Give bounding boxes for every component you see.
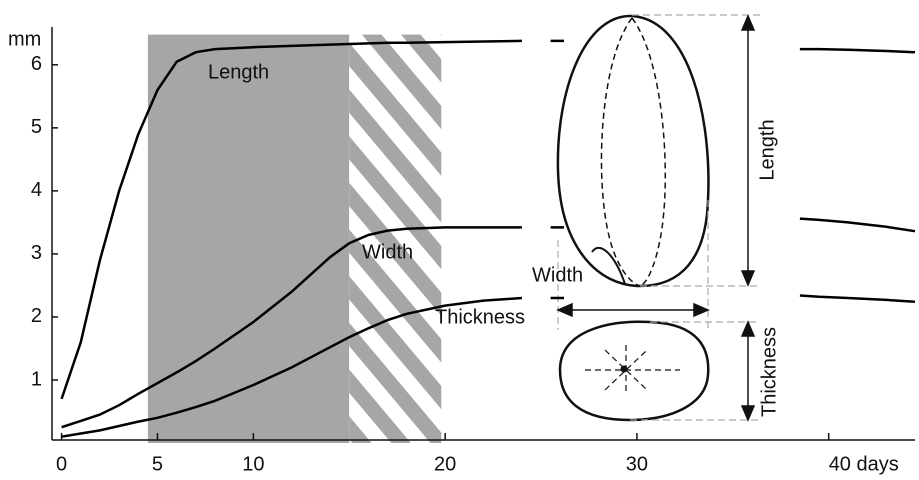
y-tick-label: 3 <box>31 242 42 264</box>
series-label: Length <box>208 61 269 83</box>
x-tick-label: 5 <box>152 453 163 475</box>
x-tick-label: 10 <box>242 453 264 475</box>
y-tick-label: 2 <box>31 305 42 327</box>
series-label: Width <box>362 241 413 263</box>
series-line <box>60 39 916 400</box>
y-unit-label: mm <box>8 28 41 50</box>
series-label: Thickness <box>435 306 525 328</box>
series-line <box>61 294 916 438</box>
y-tick-label: 1 <box>31 368 42 390</box>
shaded-region <box>349 34 442 444</box>
x-tick-label: 20 <box>434 453 456 475</box>
y-tick-label: 5 <box>31 116 42 138</box>
y-tick-label: 6 <box>31 53 42 75</box>
grain-length-label: Length <box>756 119 778 180</box>
grain-width-label: Width <box>532 264 583 286</box>
x-tick-label: 30 <box>626 453 648 475</box>
shaded-region <box>147 34 350 444</box>
grain-drawing <box>556 14 760 422</box>
x-tick-label: 0 <box>56 453 67 475</box>
y-tick-label: 4 <box>31 179 42 201</box>
grain-thickness-label: Thickness <box>758 327 780 417</box>
x-tick-label: 40 days <box>829 453 899 475</box>
series-line <box>61 217 916 429</box>
